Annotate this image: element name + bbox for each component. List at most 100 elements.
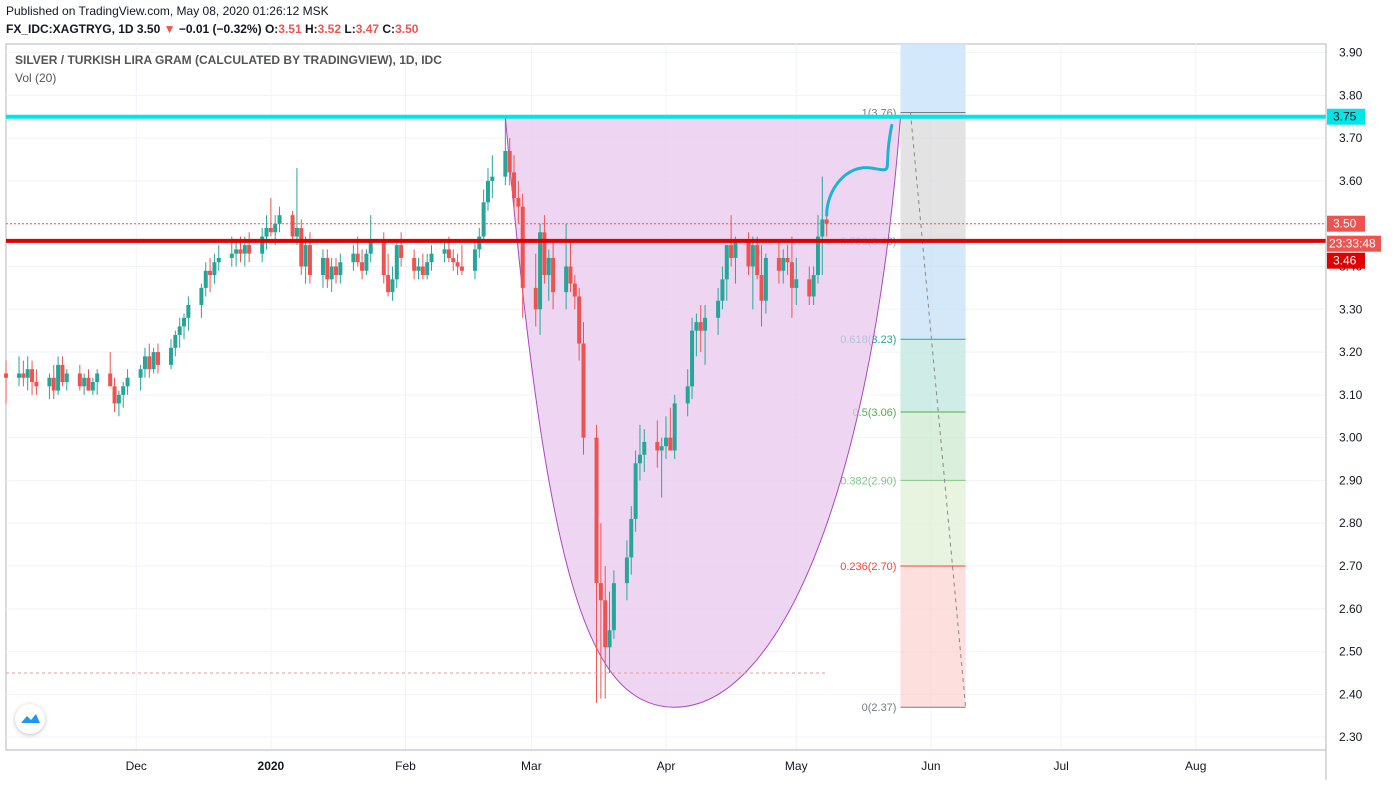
candle-body	[151, 352, 156, 370]
candle-body	[173, 334, 178, 348]
candle-body	[355, 253, 360, 263]
candle-body	[794, 279, 799, 288]
x-tick-label: May	[785, 759, 808, 773]
projection-curve	[825, 123, 894, 217]
candle-body	[390, 279, 395, 293]
low-label: L:	[344, 22, 356, 36]
candle-body	[208, 270, 213, 276]
candle-body	[533, 287, 538, 310]
candle-body	[572, 283, 577, 297]
candle-body	[416, 266, 421, 271]
candle-body	[299, 227, 304, 267]
x-tick-label: Dec	[126, 759, 147, 773]
candle-body	[420, 266, 425, 276]
fib-zone	[900, 411, 966, 481]
candle-body	[203, 270, 208, 288]
candle-body	[785, 257, 790, 263]
candle-body	[594, 437, 599, 584]
y-tick-label: 2.80	[1339, 516, 1363, 530]
candle-body	[51, 377, 56, 391]
candle-body	[516, 198, 521, 207]
candle-body	[155, 352, 160, 365]
candle-body	[82, 377, 87, 387]
candle-body	[290, 215, 295, 237]
x-tick-label: Jun	[921, 759, 940, 773]
candle-body	[212, 262, 217, 276]
candle-body	[512, 172, 517, 199]
x-tick-label: 2020	[258, 759, 285, 773]
candle-body	[442, 249, 447, 254]
candle-body	[746, 240, 751, 267]
candle-body	[351, 253, 356, 263]
candle-body	[598, 583, 603, 601]
candle-body	[455, 262, 460, 267]
candle-body	[690, 330, 695, 387]
candle-body	[581, 343, 586, 438]
candle-body	[264, 227, 269, 237]
candle-body	[807, 279, 812, 297]
candle-body	[759, 275, 764, 301]
candle-body	[481, 202, 486, 237]
candle-body	[446, 249, 451, 258]
candle-body	[664, 437, 668, 447]
candle-body	[182, 317, 187, 327]
candle-body	[668, 437, 673, 451]
candle-body	[750, 245, 755, 267]
candle-body	[4, 373, 8, 378]
candle-body	[811, 275, 816, 297]
candle-body	[698, 322, 703, 331]
tradingview-logo-icon[interactable]	[15, 704, 45, 734]
fib-label: 0.236(2.70)	[840, 561, 896, 573]
candle-body	[577, 296, 582, 344]
candle-body	[655, 441, 660, 451]
y-tick-label: 2.50	[1339, 645, 1363, 659]
candle-body	[703, 317, 708, 331]
candle-body	[789, 262, 794, 288]
candle-body	[412, 257, 417, 271]
candle-body	[177, 326, 182, 335]
candle-body	[21, 373, 26, 378]
candle-body	[477, 236, 482, 250]
last-price: 3.50	[136, 22, 161, 36]
candle-body	[485, 180, 490, 203]
fib-zone	[900, 480, 966, 567]
published-line: Published on TradingView.com, May 08, 20…	[6, 4, 329, 18]
candle-body	[503, 150, 508, 177]
support-price-tag-bg	[1327, 252, 1365, 269]
candle-body	[729, 245, 734, 258]
candle-body	[108, 373, 113, 387]
candle-body	[624, 557, 629, 584]
candle-body	[381, 240, 386, 276]
candle-body	[538, 232, 543, 310]
candle-body	[824, 219, 829, 224]
y-tick-label: 3.00	[1339, 431, 1363, 445]
candle-body	[386, 275, 391, 293]
candle-body	[429, 253, 434, 263]
volume-indicator-label[interactable]: Vol (20)	[15, 71, 57, 85]
candle-body	[112, 386, 117, 404]
candle-body	[720, 279, 725, 301]
x-tick-label: Jul	[1053, 759, 1068, 773]
candle-body	[25, 369, 30, 378]
candle-body	[320, 257, 325, 276]
horizontal-levels	[6, 114, 1326, 674]
y-tick-label: 3.90	[1339, 46, 1363, 60]
y-tick-label: 3.60	[1339, 174, 1363, 188]
candle-body	[121, 386, 126, 395]
candle-body	[520, 206, 525, 288]
candle-body	[629, 518, 634, 558]
axes: 3.903.803.703.603.503.403.303.203.103.00…	[6, 44, 1381, 780]
countdown-bg	[1327, 235, 1381, 252]
candle-body	[733, 240, 738, 258]
y-tick-label: 2.60	[1339, 602, 1363, 616]
candle-body	[399, 245, 404, 258]
candle-body	[568, 266, 573, 284]
resistance-price-tag: 3.75	[1333, 110, 1357, 124]
y-tick-label: 3.30	[1339, 302, 1363, 316]
candle-body	[763, 257, 768, 301]
high-value: 3.52	[317, 22, 342, 36]
fib-zone-top	[900, 44, 966, 113]
candle-body	[368, 240, 373, 254]
y-tick-label: 3.20	[1339, 345, 1363, 359]
